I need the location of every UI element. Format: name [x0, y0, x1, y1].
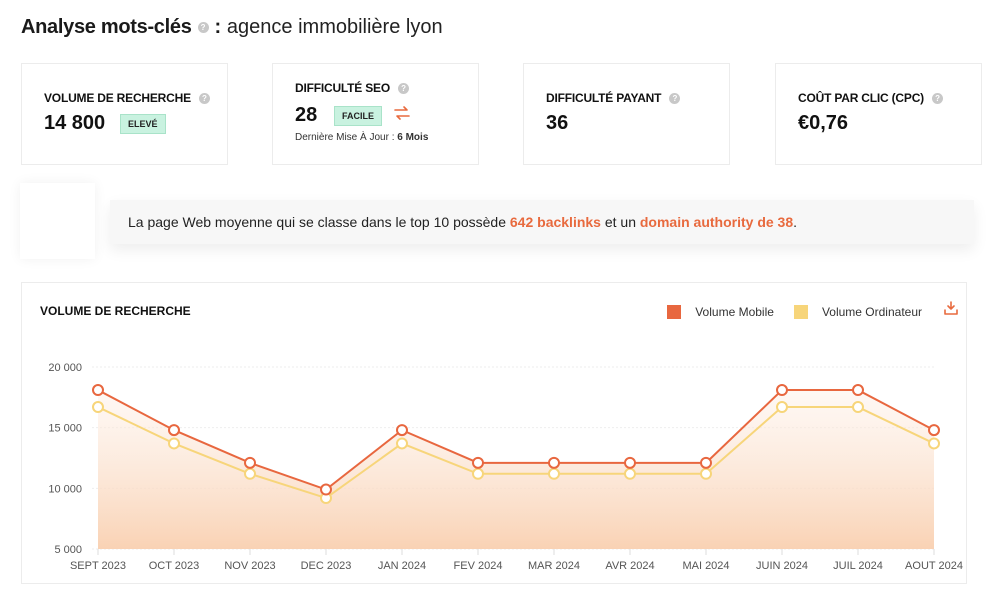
data-point[interactable]	[396, 437, 408, 450]
paid-difficulty-value: 36	[546, 112, 569, 134]
data-point[interactable]	[320, 483, 332, 496]
data-point[interactable]	[776, 401, 788, 414]
x-tick-label: AOUT 2024	[905, 560, 963, 572]
help-circle-icon[interactable]: ?	[669, 92, 681, 104]
seo-difficulty-value: 28	[295, 104, 318, 126]
info-side-panel	[20, 183, 95, 259]
paid-difficulty-label: DIFFICULTÉ PAYANT ?	[546, 91, 681, 105]
data-point[interactable]	[852, 384, 864, 397]
legend-swatch-mobile	[667, 305, 682, 319]
backlinks-info-banner: La page Web moyenne qui se classe dans l…	[110, 200, 974, 244]
data-point[interactable]	[472, 467, 484, 480]
data-point[interactable]	[548, 456, 560, 469]
search-volume-card: VOLUME DE RECHERCHE ? 14 800 ELEVÉ	[21, 63, 228, 165]
title-separator: :	[214, 16, 222, 38]
data-point[interactable]	[396, 424, 408, 437]
cpc-label: COÛT PAR CLIC (CPC) ?	[798, 91, 943, 105]
legend-item-desktop[interactable]: Volume Ordinateur	[793, 305, 922, 319]
swap-arrows-icon[interactable]	[393, 105, 411, 126]
last-update-text: Dernière Mise À Jour : 6 Mois	[295, 132, 428, 143]
help-circle-icon[interactable]: ?	[198, 92, 210, 104]
x-tick-label: MAR 2024	[528, 560, 580, 572]
chart-title: VOLUME DE RECHERCHE	[40, 304, 191, 318]
x-tick-label: DEC 2023	[301, 560, 352, 572]
x-tick-label: NOV 2023	[224, 560, 275, 572]
y-tick-label: 5 000	[54, 544, 82, 556]
cpc-value: €0,76	[798, 112, 849, 134]
data-point[interactable]	[168, 424, 180, 437]
info-text: La page Web moyenne qui se classe dans l…	[128, 214, 510, 230]
paid-difficulty-label-text: DIFFICULTÉ PAYANT	[546, 91, 662, 105]
data-point[interactable]	[92, 384, 104, 397]
line-chart: SEPT 2023 OCT 2023 NOV 2023 DEC 2023 JAN 202…	[48, 362, 963, 572]
domain-authority-highlight: domain authority de 38	[639, 214, 794, 230]
info-text: .	[793, 214, 798, 230]
legend-swatch-desktop	[793, 305, 808, 319]
info-text: et un	[600, 214, 640, 230]
data-point[interactable]	[852, 401, 864, 414]
x-tick-label: JAN 2024	[378, 560, 426, 572]
help-circle-icon[interactable]: ?	[397, 82, 409, 94]
last-update-value: 6 Mois	[397, 132, 429, 143]
help-circle-icon[interactable]: ?	[931, 92, 943, 104]
x-tick-label: FEV 2024	[454, 560, 503, 572]
x-tick-label: OCT 2023	[149, 560, 200, 572]
legend-label-mobile: Volume Mobile	[695, 305, 774, 319]
x-tick-label: SEPT 2023	[70, 560, 126, 572]
search-volume-value: 14 800	[44, 112, 106, 134]
y-tick-label: 20 000	[48, 362, 82, 374]
legend-label-desktop: Volume Ordinateur	[821, 305, 922, 319]
x-tick-label: JUIL 2024	[833, 560, 883, 572]
seo-difficulty-label-text: DIFFICULTÉ SEO	[295, 81, 390, 95]
data-point[interactable]	[624, 456, 636, 469]
paid-difficulty-card: DIFFICULTÉ PAYANT ? 36	[523, 63, 730, 165]
data-point[interactable]	[700, 467, 712, 480]
data-point[interactable]	[776, 384, 788, 397]
search-volume-label: VOLUME DE RECHERCHE ?	[44, 91, 210, 105]
volume-level-badge: ELEVÉ	[120, 114, 166, 134]
data-point[interactable]	[92, 401, 104, 414]
keyword-text: agence immobilière lyon	[226, 16, 443, 38]
data-point[interactable]	[244, 456, 256, 469]
data-point[interactable]	[472, 456, 484, 469]
data-point[interactable]	[168, 437, 180, 450]
data-point[interactable]	[244, 467, 256, 480]
x-tick-label: AVR 2024	[605, 560, 654, 572]
page-title-label: Analyse mots-clés	[21, 16, 192, 38]
cpc-card: COÛT PAR CLIC (CPC) ? €0,76	[775, 63, 982, 165]
backlinks-highlight: 642 backlinks	[509, 214, 601, 230]
seo-difficulty-card: DIFFICULTÉ SEO ? 28 FACILE Dernière Mise…	[272, 63, 479, 165]
last-update-label: Dernière Mise À Jour :	[295, 132, 395, 143]
seo-difficulty-badge: FACILE	[334, 106, 383, 126]
x-tick-label: JUIN 2024	[756, 560, 808, 572]
download-icon[interactable]	[944, 301, 958, 318]
y-tick-label: 15 000	[48, 423, 82, 435]
y-tick-label: 10 000	[48, 483, 82, 495]
help-circle-icon[interactable]: ?	[197, 22, 209, 33]
legend-item-mobile[interactable]: Volume Mobile	[667, 305, 774, 319]
page-title: Analyse mots-clés ? : agence immobilière…	[21, 16, 443, 39]
search-volume-label-text: VOLUME DE RECHERCHE	[44, 91, 191, 105]
data-point[interactable]	[624, 467, 636, 480]
chart-legend: Volume Mobile Volume Ordinateur	[655, 305, 922, 319]
data-point[interactable]	[928, 424, 940, 437]
data-point[interactable]	[548, 467, 560, 480]
data-point[interactable]	[700, 456, 712, 469]
data-point[interactable]	[928, 437, 940, 450]
x-tick-label: MAI 2024	[682, 560, 729, 572]
search-volume-chart-card: VOLUME DE RECHERCHE Volume Mobile Volume…	[21, 282, 967, 584]
seo-difficulty-label: DIFFICULTÉ SEO ?	[295, 81, 409, 95]
cpc-label-text: COÛT PAR CLIC (CPC)	[798, 91, 924, 105]
